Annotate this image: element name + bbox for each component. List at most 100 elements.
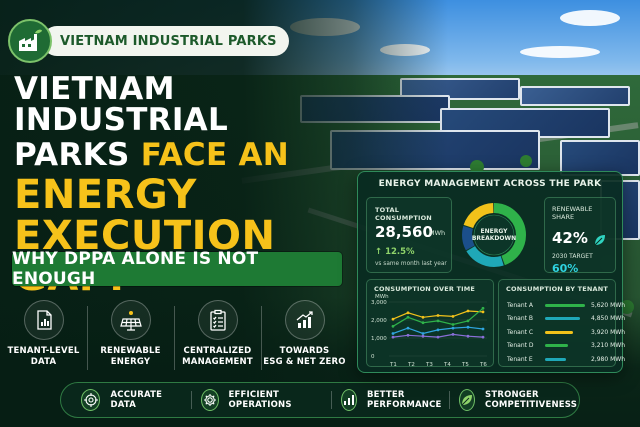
benefit-label: BETTER PERFORMANCE — [367, 389, 442, 410]
series-point — [481, 306, 485, 310]
leaf-icon — [459, 389, 475, 411]
solar-panel-icon — [110, 300, 151, 340]
tenant-bar — [545, 303, 585, 307]
series-point — [481, 327, 485, 331]
x-tick-label: T2 — [407, 362, 415, 368]
series-point — [421, 321, 425, 325]
series-point — [436, 319, 440, 323]
series-point — [391, 324, 395, 328]
x-tick-label: T6 — [479, 362, 487, 368]
series-point — [436, 314, 440, 317]
tenant-row: Tenant A 5,620 MWh — [507, 300, 625, 310]
tenant-value: 5,620 MWh — [591, 301, 625, 309]
consumption-over-time-card: CONSUMPTION OVER TIME MWh 3,000 2,000 1,000… — [366, 279, 494, 368]
benefits-bar: ACCURATE DATA EFFICIENT OPERATIONS BETTE… — [60, 382, 580, 418]
feature-tenant-data: TENANT-LEVEL DATA — [0, 300, 87, 378]
benefit-efficient-operations: EFFICIENT OPERATIONS — [190, 383, 331, 417]
series-point — [406, 315, 410, 319]
feature-label: CENTRALIZED MANAGEMENT — [182, 346, 253, 367]
series-point — [436, 335, 440, 339]
tenant-bar — [545, 330, 573, 334]
series-point — [406, 326, 410, 330]
headline-line-2: PARKS FACE AN — [14, 140, 344, 171]
series-point — [391, 317, 395, 321]
tenant-name: Tenant B — [507, 315, 533, 322]
energy-dashboard: ENERGY MANAGEMENT ACROSS THE PARK TOTAL … — [357, 171, 625, 373]
subtitle-banner: WHY DPPA ALONE IS NOT ENOUGH — [12, 249, 342, 289]
benefit-label: ACCURATE DATA — [110, 389, 163, 410]
series-point — [481, 310, 485, 314]
dashboard-title: ENERGY MANAGEMENT ACROSS THE PARK — [378, 179, 602, 189]
x-tick-label: T4 — [443, 362, 451, 368]
series-point — [466, 334, 470, 338]
renewable-target-label: 2030 TARGET — [552, 253, 593, 260]
clipboard-checklist-icon — [197, 300, 238, 340]
tenant-name: Tenant A — [507, 301, 533, 309]
total-consumption-change: ↑ 12.5% — [375, 247, 415, 257]
leaf-icon — [593, 232, 607, 251]
series-point — [421, 315, 425, 319]
benefit-label: STRONGER COMPETITIVENESS — [485, 389, 578, 410]
tenant-name: Tenant E — [507, 355, 533, 363]
target-icon — [81, 389, 101, 411]
tenant-bar — [545, 357, 567, 361]
tenant-row: Tenant C 3,920 MWh — [507, 327, 625, 337]
donut-segment-1 — [462, 203, 526, 267]
series-point — [466, 325, 470, 329]
benefit-stronger-competitiveness: STRONGER COMPETITIVENESS — [449, 383, 577, 417]
renewable-share-card: RENEWABLE SHARE 42% 2030 TARGET 60% — [544, 197, 616, 275]
consumption-by-tenant-title: CONSUMPTION BY TENANT — [506, 285, 608, 293]
total-consumption-value: 28,560 — [375, 223, 433, 241]
series-point — [436, 328, 440, 332]
series-point — [451, 333, 455, 336]
headline-line-1: VIETNAM INDUSTRIAL — [14, 71, 229, 138]
feature-label: RENEWABLE ENERGY — [100, 346, 161, 367]
tenant-data-icon — [23, 300, 64, 340]
feature-label: TOWARDS ESG & NET ZERO — [263, 346, 346, 367]
feature-row: TENANT-LEVEL DATA RENEWABLE ENERGY CENTR… — [0, 300, 350, 378]
brand-pill: VIETNAM INDUSTRIAL PARKS — [42, 26, 289, 56]
x-tick-label: T1 — [389, 362, 397, 368]
bar-chart-icon — [341, 389, 357, 411]
brand-badge: VIETNAM INDUSTRIAL PARKS — [8, 18, 289, 64]
series-point — [451, 326, 455, 330]
benefit-accurate-data: ACCURATE DATA — [71, 383, 191, 417]
series-point — [421, 332, 425, 335]
donut-segment-3 — [462, 203, 526, 267]
series-point — [406, 311, 410, 315]
tenant-value: 2,980 MWh — [591, 355, 625, 363]
tenant-row: Tenant B 4,850 MWh — [507, 314, 625, 324]
donut-hole — [473, 214, 515, 256]
donut-segment-2 — [462, 203, 526, 267]
series-point — [406, 333, 410, 337]
total-consumption-label: TOTAL CONSUMPTION — [375, 206, 432, 222]
feature-centralized-management: CENTRALIZED MANAGEMENT — [174, 300, 261, 378]
tenant-bar — [545, 317, 580, 320]
headline-line-2-yellow: FACE AN — [140, 137, 290, 173]
series-point — [421, 334, 425, 338]
consumption-over-time-title: CONSUMPTION OVER TIME — [374, 285, 476, 293]
headline-line-3: ENERGY — [14, 172, 197, 218]
tenant-row: Tenant E 2,980 MWh — [507, 354, 625, 364]
benefit-label: EFFICIENT OPERATIONS — [228, 389, 292, 410]
growth-chart-icon — [284, 300, 325, 340]
factory-leaf-icon — [8, 19, 52, 63]
series-point — [391, 335, 395, 339]
series-point — [466, 319, 470, 323]
series-point — [451, 315, 455, 318]
consumption-by-tenant-card: CONSUMPTION BY TENANT Tenant A 5,620 MWh T… — [498, 279, 625, 367]
x-tick-label: T5 — [461, 362, 469, 368]
total-consumption-note: vs same month last year — [375, 261, 447, 267]
y-axis-unit: MWh — [375, 294, 389, 300]
series-point — [466, 309, 470, 313]
y-tick-label: 1,000 — [371, 336, 387, 342]
tenant-row: Tenant D 3,210 MWh — [507, 341, 625, 351]
feature-esg-net-zero: TOWARDS ESG & NET ZERO — [261, 300, 348, 378]
tenant-value: 4,850 MWh — [591, 315, 625, 322]
donut-chart — [462, 203, 526, 267]
renewable-share-value: 42% — [552, 229, 588, 247]
tenant-value: 3,920 MWh — [591, 328, 625, 336]
series-point — [451, 323, 455, 326]
series-point — [391, 332, 395, 335]
tenant-name: Tenant D — [507, 342, 534, 349]
